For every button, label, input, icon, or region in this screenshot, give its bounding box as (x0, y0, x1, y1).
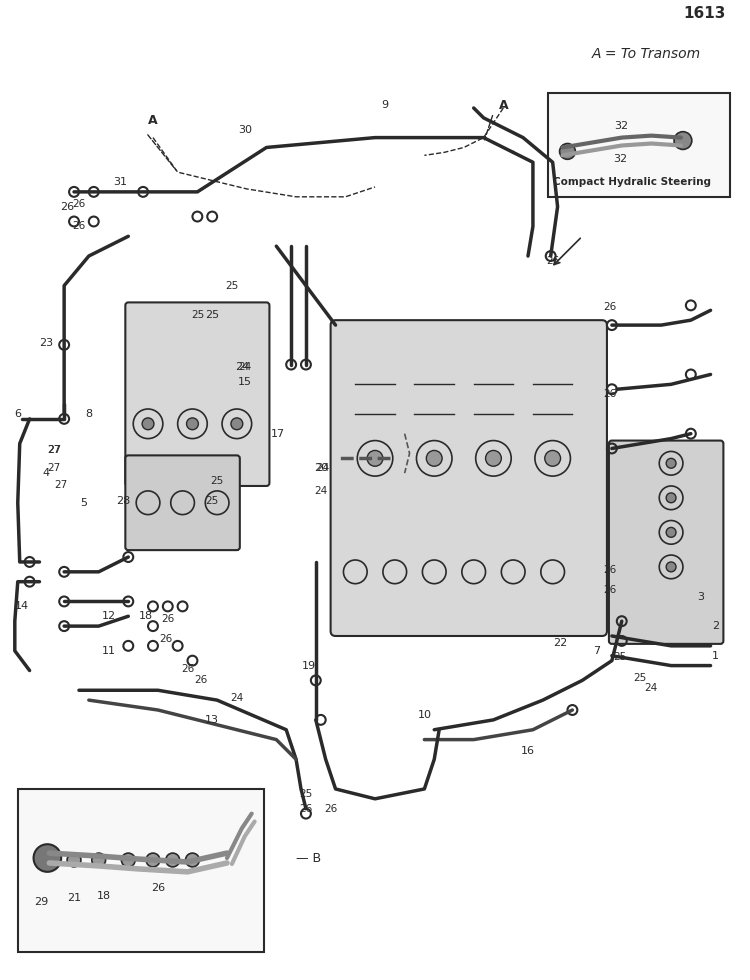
Text: 26: 26 (151, 883, 165, 893)
Circle shape (146, 854, 160, 867)
Circle shape (368, 451, 383, 466)
Bar (548, 93, 730, 197)
Circle shape (187, 417, 198, 429)
Text: 24: 24 (314, 486, 327, 496)
Text: 25: 25 (299, 789, 313, 799)
FancyBboxPatch shape (331, 320, 607, 636)
Circle shape (34, 844, 62, 872)
Circle shape (666, 527, 676, 537)
Text: 1613: 1613 (683, 6, 725, 22)
Text: 31: 31 (113, 177, 128, 187)
Text: 16: 16 (521, 747, 535, 757)
Text: 32: 32 (615, 121, 628, 130)
Text: 12: 12 (101, 612, 115, 621)
Text: 20: 20 (314, 464, 328, 473)
Text: A = To Transom: A = To Transom (592, 47, 701, 61)
Text: 24: 24 (230, 693, 244, 704)
Text: 23: 23 (39, 338, 53, 348)
Text: 32: 32 (613, 154, 627, 165)
Text: 26: 26 (603, 585, 616, 595)
Text: — B: — B (296, 852, 321, 864)
Text: 29: 29 (34, 898, 49, 907)
Text: 22: 22 (554, 638, 568, 648)
Text: 18: 18 (97, 891, 111, 901)
Text: 5: 5 (80, 498, 88, 508)
Text: 17: 17 (272, 428, 285, 439)
Text: 9: 9 (381, 100, 388, 110)
Text: 26: 26 (546, 256, 560, 266)
Text: 28: 28 (116, 496, 130, 506)
Circle shape (560, 143, 575, 160)
Text: 27: 27 (47, 446, 62, 456)
FancyBboxPatch shape (609, 441, 724, 644)
Circle shape (166, 854, 179, 867)
Text: 26: 26 (299, 804, 313, 813)
Text: 24: 24 (645, 683, 658, 693)
Text: 26: 26 (324, 804, 338, 813)
Text: 25: 25 (614, 652, 626, 662)
Text: 24: 24 (316, 464, 329, 473)
Text: 21: 21 (67, 893, 81, 903)
Text: 26: 26 (603, 389, 616, 399)
Circle shape (185, 854, 200, 867)
Text: 26: 26 (603, 303, 616, 313)
Circle shape (544, 451, 560, 466)
Bar (18, 789, 265, 952)
Text: 26: 26 (72, 199, 86, 209)
Text: 19: 19 (302, 661, 316, 670)
Text: 14: 14 (15, 602, 28, 612)
Text: 26: 26 (60, 202, 74, 212)
Circle shape (674, 131, 692, 149)
Text: 26: 26 (181, 663, 194, 673)
Text: 8: 8 (86, 409, 92, 418)
Text: 25: 25 (211, 476, 224, 486)
Text: 1: 1 (712, 651, 719, 661)
Text: 2: 2 (712, 621, 719, 631)
Text: 26: 26 (159, 634, 172, 644)
Circle shape (666, 562, 676, 572)
Text: A: A (499, 99, 508, 112)
Circle shape (666, 459, 676, 468)
Text: 7: 7 (593, 646, 601, 656)
Text: 15: 15 (238, 377, 252, 387)
Text: 24: 24 (238, 362, 251, 371)
Text: 30: 30 (238, 124, 252, 134)
Text: 10: 10 (417, 710, 431, 720)
Text: 25: 25 (225, 280, 238, 291)
Text: 27: 27 (48, 464, 61, 473)
FancyBboxPatch shape (125, 303, 269, 486)
Text: 11: 11 (101, 646, 115, 656)
Text: 26: 26 (72, 221, 86, 231)
Text: 27: 27 (48, 446, 61, 456)
Circle shape (231, 417, 243, 429)
Text: 3: 3 (698, 592, 704, 602)
Text: 26: 26 (161, 614, 175, 624)
FancyBboxPatch shape (125, 456, 240, 550)
Text: 25: 25 (190, 311, 204, 320)
Text: 13: 13 (206, 714, 219, 725)
Circle shape (122, 854, 135, 867)
Text: A: A (148, 115, 158, 127)
Text: 24: 24 (235, 362, 249, 371)
Text: 25: 25 (633, 673, 646, 683)
Circle shape (92, 854, 106, 867)
Text: 25: 25 (206, 496, 219, 506)
Text: Compact Hydralic Steering: Compact Hydralic Steering (553, 177, 711, 187)
Text: 26: 26 (603, 564, 616, 575)
Text: 6: 6 (14, 409, 21, 418)
Circle shape (666, 493, 676, 503)
Text: 4: 4 (43, 468, 50, 478)
Circle shape (485, 451, 501, 466)
Circle shape (142, 417, 154, 429)
Text: 18: 18 (139, 612, 153, 621)
Text: 25: 25 (205, 311, 219, 320)
Circle shape (426, 451, 442, 466)
Circle shape (67, 854, 81, 867)
Text: 27: 27 (55, 480, 68, 490)
Text: 26: 26 (195, 675, 208, 685)
